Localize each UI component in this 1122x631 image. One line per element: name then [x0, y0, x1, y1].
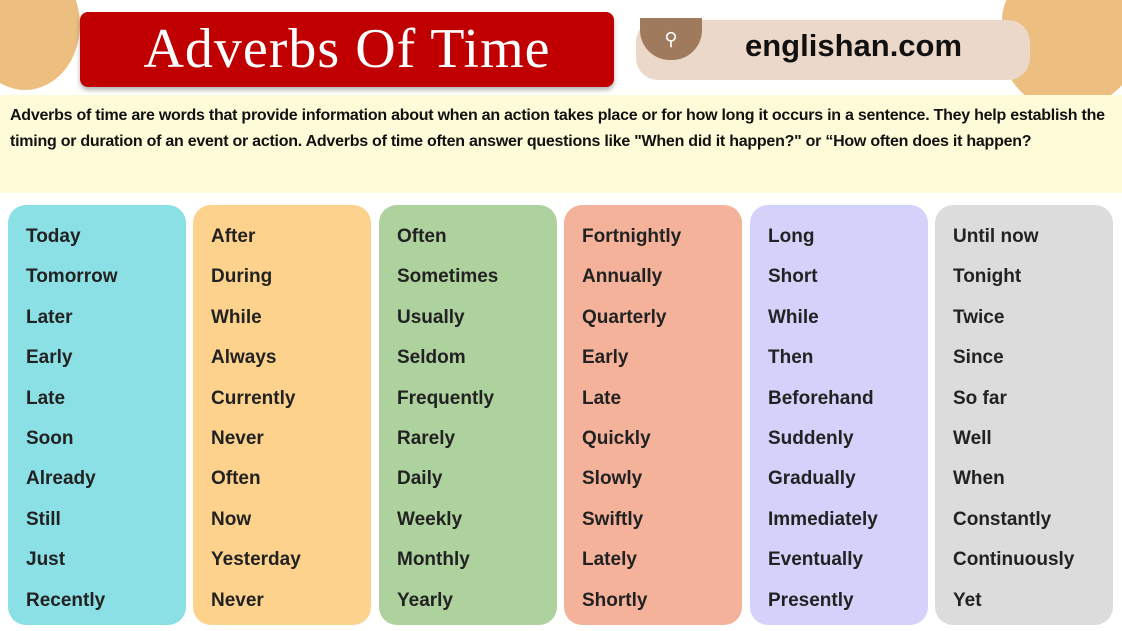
word-item: Well	[953, 427, 992, 449]
word-item: Slowly	[582, 468, 643, 490]
word-item: Twice	[953, 306, 1005, 328]
word-item: Long	[768, 226, 815, 247]
word-item: Rarely	[397, 427, 456, 449]
word-item: Early	[582, 347, 629, 369]
word-item: Recently	[26, 589, 106, 611]
page-title: Adverbs Of Time	[80, 12, 614, 87]
word-item: Eventually	[768, 549, 864, 571]
word-item: Quarterly	[582, 306, 667, 328]
word-item: While	[211, 306, 262, 328]
word-item: Since	[953, 347, 1004, 369]
word-column: Often Sometimes Usually Seldom Frequently Rar…	[379, 205, 557, 625]
word-item: Today	[26, 226, 81, 247]
word-item: Still	[26, 508, 61, 530]
word-item: When	[953, 468, 1005, 490]
word-item: Suddenly	[768, 427, 854, 449]
word-item: Yesterday	[211, 549, 301, 571]
word-item: Yet	[953, 589, 982, 611]
word-item: Just	[26, 549, 66, 571]
word-item: Daily	[397, 468, 443, 490]
word-item: Often	[397, 226, 447, 247]
word-item: Lately	[582, 549, 637, 571]
word-item: Gradually	[768, 468, 856, 490]
word-item: Fortnightly	[582, 226, 682, 247]
word-item: Sometimes	[397, 266, 499, 288]
word-item: Often	[211, 468, 261, 490]
word-item: Continuously	[953, 549, 1075, 571]
word-item: During	[211, 266, 273, 288]
word-item: Swiftly	[582, 508, 644, 530]
word-column: Today Tomorrow Later Early Late Soon Already St…	[8, 205, 186, 625]
word-item: Annually	[582, 266, 663, 288]
word-item: Frequently	[397, 387, 495, 409]
word-item: Quickly	[582, 427, 651, 449]
intro-paragraph: Adverbs of time are words that provide i…	[0, 95, 1122, 193]
word-column: Long Short While Then Beforehand Suddenly Grad…	[750, 205, 928, 625]
word-item: Presently	[768, 589, 854, 611]
word-column: Fortnightly Annually Quarterly Early Late Qui…	[564, 205, 742, 625]
word-item: Seldom	[397, 347, 466, 369]
word-item: Then	[768, 347, 814, 369]
word-item: Immediately	[768, 508, 878, 530]
word-item: Never	[211, 589, 264, 611]
word-item: Always	[211, 347, 277, 369]
word-item: Now	[211, 508, 252, 530]
word-item: Already	[26, 468, 96, 490]
word-item: Constantly	[953, 508, 1052, 530]
word-item: So far	[953, 387, 1007, 409]
word-item: Weekly	[397, 508, 463, 530]
word-item: Never	[211, 427, 264, 449]
site-name: englishan.com	[745, 28, 963, 63]
word-item: Soon	[26, 427, 74, 449]
word-item: Currently	[211, 387, 296, 409]
word-item: Usually	[397, 306, 465, 328]
word-item: While	[768, 306, 819, 328]
word-item: After	[211, 226, 256, 247]
word-item: Shortly	[582, 589, 648, 611]
word-item: Monthly	[397, 549, 470, 571]
word-item: Late	[582, 387, 622, 409]
word-item: Tomorrow	[26, 266, 118, 288]
word-item: Late	[26, 387, 66, 409]
word-item: Beforehand	[768, 387, 874, 409]
word-item: Yearly	[397, 589, 453, 611]
word-item: Early	[26, 347, 73, 369]
word-column: After During While Always Currently Never Ofte…	[193, 205, 371, 625]
word-item: Tonight	[953, 266, 1022, 288]
word-item: Until now	[953, 226, 1039, 247]
corner-decoration	[0, 0, 80, 90]
word-item: Later	[26, 306, 73, 328]
word-item: Short	[768, 266, 818, 288]
word-column: Until now Tonight Twice Since So far Well When…	[935, 205, 1113, 625]
